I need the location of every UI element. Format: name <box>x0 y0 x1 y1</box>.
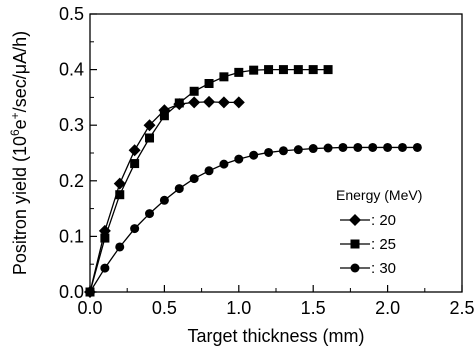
data-point <box>204 166 214 176</box>
legend-label: : 25 <box>371 236 396 253</box>
legend-marker <box>349 214 361 226</box>
x-tick-label: 1.5 <box>301 298 326 318</box>
data-point <box>308 65 318 75</box>
y-axis: 0.0 0.1 0.2 0.3 0.4 0.5 <box>59 4 97 302</box>
data-point <box>412 142 422 152</box>
y-tick-label: 0.3 <box>59 115 84 135</box>
legend-entry: : 30 <box>340 260 396 277</box>
data-point <box>264 147 274 157</box>
data-point <box>115 190 125 200</box>
x-tick-label: 2.5 <box>449 298 474 318</box>
data-point <box>293 145 303 155</box>
y-tick-label: 0.0 <box>59 282 84 302</box>
y-axis-label-sup-exp: 6 <box>8 129 22 136</box>
data-point <box>232 96 245 109</box>
data-point <box>130 159 140 169</box>
x-tick-label: 0.5 <box>152 298 177 318</box>
x-axis-label: Target thickness (mm) <box>187 326 364 346</box>
data-point <box>100 263 110 273</box>
data-point <box>383 142 393 152</box>
data-point <box>130 224 140 234</box>
legend-entry: : 25 <box>340 236 396 253</box>
y-tick-label: 0.2 <box>59 171 84 191</box>
y-tick-label: 0.4 <box>59 60 84 80</box>
data-point <box>353 142 363 152</box>
y-axis-label-sup-plus: + <box>8 112 22 119</box>
data-point <box>249 65 259 75</box>
data-point <box>203 95 216 108</box>
legend-label: : 20 <box>371 212 396 229</box>
plot-border <box>89 13 463 293</box>
data-point <box>219 159 229 169</box>
data-point <box>323 65 333 75</box>
y-axis-label-mid: e <box>10 119 30 129</box>
data-point <box>159 195 169 205</box>
x-axis: 0.0 0.5 1.0 1.5 2.0 2.5 <box>77 285 475 318</box>
data-point <box>204 79 214 88</box>
data-point <box>159 111 169 121</box>
data-point <box>174 98 184 108</box>
series-circle <box>85 142 422 297</box>
legend-title: Energy (MeV) <box>336 187 422 203</box>
data-point <box>323 143 333 153</box>
plot-frame <box>89 13 463 293</box>
data-point <box>234 154 244 164</box>
series-square <box>85 65 333 297</box>
y-tick-label: 0.1 <box>59 226 84 246</box>
legend-marker <box>350 239 360 249</box>
y-axis-label-pre: Positron yield (10 <box>10 136 30 275</box>
data-point <box>174 184 184 194</box>
data-point <box>189 86 199 96</box>
data-point <box>188 96 201 109</box>
data-point <box>278 146 288 156</box>
data-point <box>145 133 155 143</box>
data-point <box>278 65 288 75</box>
data-point <box>100 233 110 243</box>
data-point <box>293 65 303 75</box>
data-point <box>249 150 259 160</box>
data-point <box>128 144 141 157</box>
legend: Energy (MeV) : 20 : 25 : 30 <box>336 187 422 277</box>
y-axis-label-post: /sec/μA/h) <box>10 31 30 112</box>
data-point <box>113 177 126 190</box>
data-point <box>338 142 348 152</box>
data-point <box>264 65 274 75</box>
data-point <box>219 72 229 82</box>
y-axis-label: Positron yield (106e+/sec/μA/h) <box>8 31 30 275</box>
legend-marker <box>350 263 360 273</box>
data-point <box>145 209 155 219</box>
data-point <box>234 67 244 77</box>
data-point <box>217 96 230 109</box>
x-tick-label: 2.0 <box>375 298 400 318</box>
data-point <box>143 119 156 132</box>
data-point <box>308 144 318 154</box>
data-point <box>397 142 407 152</box>
legend-entry: : 20 <box>340 212 396 229</box>
x-tick-label: 1.0 <box>226 298 251 318</box>
data-point <box>189 174 199 184</box>
series-layer <box>84 65 422 298</box>
y-tick-label: 0.5 <box>59 4 84 24</box>
data-point <box>368 142 378 152</box>
legend-label: : 30 <box>371 260 396 277</box>
x-tick-label: 0.0 <box>77 298 102 318</box>
data-point <box>115 242 125 252</box>
data-point <box>85 287 95 297</box>
